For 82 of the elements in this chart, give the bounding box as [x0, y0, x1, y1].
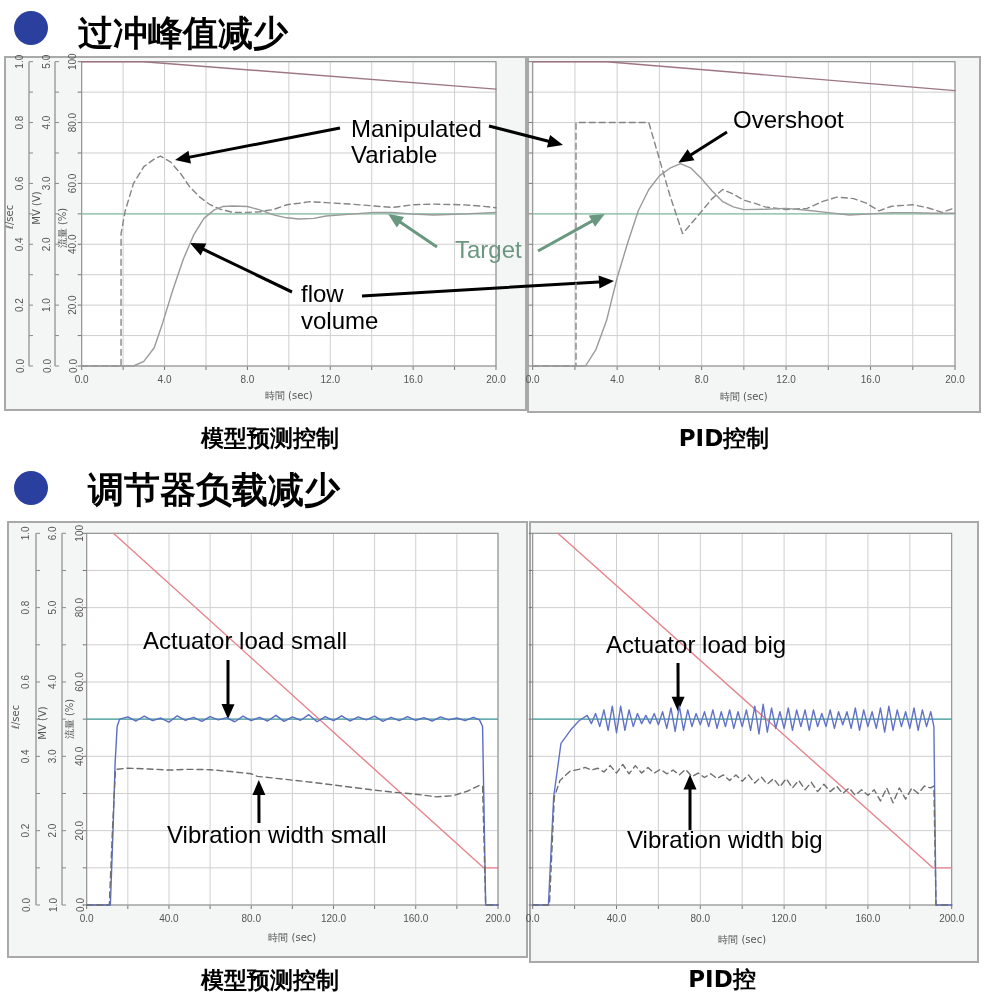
- x-tick-label: 200.0: [939, 913, 965, 924]
- y3-tick-label: 4.0: [41, 115, 53, 130]
- y2-tick-label: 0.8: [20, 600, 32, 615]
- annotation: Vibration width small: [167, 821, 387, 848]
- y-tick-label: 100: [74, 524, 86, 542]
- y3-tick-label: 3.0: [41, 176, 53, 191]
- y-tick-label: 60.0: [74, 671, 86, 692]
- x-axis-title: 時間 (sec): [718, 934, 767, 945]
- x-tick-label: 80.0: [241, 913, 262, 924]
- text: 模型预测控制: [200, 425, 339, 451]
- y2-tick-label: 0.4: [20, 748, 32, 764]
- x-tick-label: 40.0: [606, 913, 627, 924]
- y2-axis-title: ℓ/sec: [3, 204, 15, 230]
- x-tick-label: 200.0: [485, 913, 511, 924]
- y2-tick-label: 0.2: [14, 297, 26, 313]
- y-tick-label: 80.0: [74, 597, 86, 618]
- y-tick-label: 100: [67, 52, 79, 71]
- y-tick-label: 80.0: [67, 112, 79, 133]
- x-tick-label: 20.0: [486, 374, 507, 385]
- y3-tick-label: 1.0: [47, 897, 59, 912]
- y-tick-label: 20.0: [67, 294, 79, 315]
- annotation: Actuator load big: [606, 631, 787, 658]
- x-axis-title: 時間 (sec): [268, 932, 317, 943]
- text: PID控: [688, 966, 756, 992]
- x-tick-label: 0.0: [525, 374, 541, 385]
- y3-tick-label: 2.0: [41, 236, 53, 252]
- y-tick-label: 20.0: [74, 820, 86, 841]
- y2-tick-label: 0.4: [14, 236, 26, 252]
- x-tick-label: 8.0: [694, 374, 710, 385]
- x-tick-label: 20.0: [945, 374, 966, 385]
- x-tick-label: 0.0: [525, 913, 541, 924]
- x-tick-label: 16.0: [860, 374, 881, 385]
- annotation: Overshoot: [733, 106, 845, 133]
- x-axis-title: 時間 (sec): [264, 390, 313, 401]
- x-tick-label: 160.0: [403, 913, 429, 924]
- y3-tick-label: 3.0: [47, 748, 59, 764]
- x-tick-label: 16.0: [403, 374, 424, 385]
- x-tick-label: 40.0: [159, 913, 180, 924]
- y-tick-label: 40.0: [67, 234, 79, 255]
- y-axis-title: 流量 (%): [56, 207, 68, 249]
- y3-axis-title: MV (V): [30, 191, 42, 225]
- y3-axis-title: MV (V): [36, 706, 48, 740]
- y-tick-label: 40.0: [74, 746, 86, 767]
- x-tick-label: 12.0: [320, 374, 341, 385]
- y3-tick-label: 4.0: [47, 674, 59, 689]
- ref-line-label: Target: [455, 236, 523, 263]
- y2-tick-label: 0.0: [20, 897, 32, 912]
- annotation: Actuator load small: [143, 627, 348, 654]
- y3-tick-label: 2.0: [47, 823, 59, 838]
- x-tick-label: 12.0: [776, 374, 797, 385]
- y2-tick-label: 0.2: [20, 823, 32, 838]
- chart-title: 过冲峰值减少: [78, 13, 289, 53]
- y-tick-label: 0.0: [74, 897, 86, 912]
- y2-tick-label: 0.6: [20, 674, 32, 689]
- y2-tick-label: 0.6: [14, 176, 26, 191]
- text: 模型预测控制: [200, 967, 339, 993]
- y2-tick-label: 0.0: [14, 358, 26, 373]
- y2-axis-title: ℓ/sec: [9, 704, 21, 730]
- y3-tick-label: 0.0: [41, 358, 53, 373]
- y3-tick-label: 5.0: [47, 600, 59, 615]
- y2-tick-label: 1.0: [20, 525, 32, 541]
- y3-tick-label: 5.0: [41, 54, 53, 69]
- y-tick-label: 0.0: [67, 358, 79, 373]
- text: PID控制: [678, 425, 770, 451]
- y-tick-label: 60.0: [67, 173, 79, 194]
- annotation: flow volume: [301, 280, 379, 334]
- x-tick-label: 120.0: [320, 913, 347, 924]
- annotation: Vibration width big: [627, 826, 823, 853]
- y-axis-title: 流量 (%): [63, 698, 75, 740]
- y3-tick-label: 6.0: [47, 525, 59, 541]
- y2-tick-label: 0.8: [14, 115, 26, 130]
- x-tick-label: 160.0: [855, 913, 881, 924]
- annotation: Manipulated Variable: [351, 115, 482, 168]
- chart-title: 调节器负载减少: [87, 469, 341, 510]
- x-tick-label: 80.0: [690, 913, 711, 924]
- x-tick-label: 120.0: [771, 913, 798, 924]
- y2-tick-label: 1.0: [14, 54, 26, 69]
- x-tick-label: 4.0: [610, 374, 625, 385]
- y3-tick-label: 1.0: [41, 297, 53, 313]
- x-axis-title: 時間 (sec): [719, 391, 768, 402]
- x-tick-label: 4.0: [157, 374, 172, 385]
- x-tick-label: 8.0: [240, 374, 255, 385]
